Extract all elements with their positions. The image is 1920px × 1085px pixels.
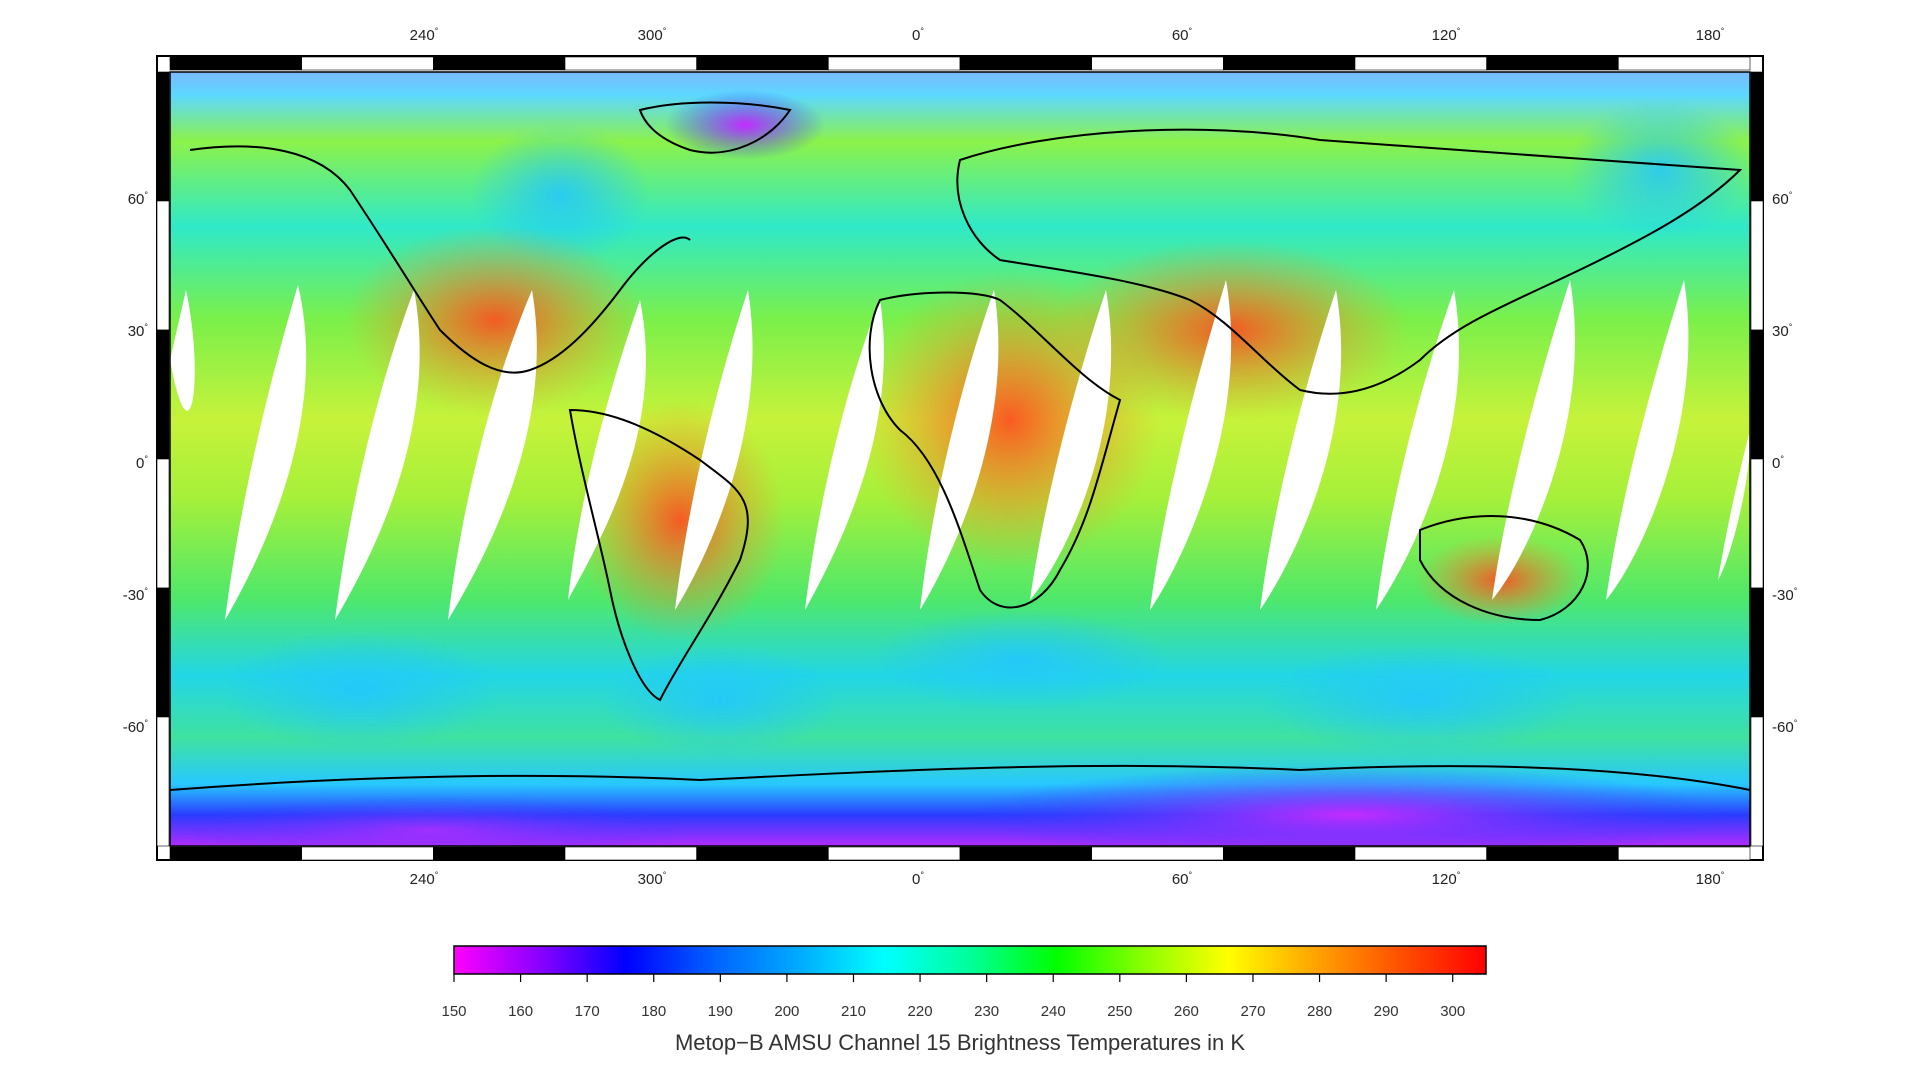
colorbar-tick-label: 290 — [1373, 1003, 1399, 1020]
border-band-lat — [156, 200, 170, 331]
border-band-lon — [1091, 846, 1224, 861]
colorbar-tick-label: 200 — [774, 1003, 800, 1020]
border-band-lat — [156, 587, 170, 718]
colorbar — [453, 945, 1487, 982]
border-band-lon — [959, 846, 1092, 861]
longitude-label-top: 60° — [1171, 26, 1193, 44]
graticule-border — [156, 56, 1764, 861]
border-band-lat — [1750, 71, 1764, 202]
border-band-lon — [1354, 846, 1487, 861]
latitude-label-left: 0° — [136, 454, 148, 472]
border-band-lon — [696, 846, 829, 861]
latitude-label-right: -60° — [1772, 718, 1798, 736]
border-band-lon — [959, 56, 1092, 71]
border-band-lat — [156, 71, 170, 202]
border-band-lon — [1618, 56, 1751, 71]
border-band-lon — [696, 56, 829, 71]
latitude-label-right: 60° — [1772, 190, 1793, 208]
border-band-lon — [1486, 56, 1619, 71]
colorbar-ticks — [453, 974, 1454, 982]
border-band-lon — [828, 56, 961, 71]
colorbar-title: Metop−B AMSU Channel 15 Brightness Tempe… — [674, 1030, 1246, 1055]
border-band-lat — [156, 458, 170, 589]
border-band-lat — [1750, 458, 1764, 589]
border-band-lon — [301, 56, 434, 71]
longitude-label-bottom: 240° — [409, 870, 439, 888]
latitude-label-left: -30° — [122, 586, 148, 604]
border-band-lon — [1618, 846, 1751, 861]
longitude-label-bottom: 180° — [1695, 870, 1725, 888]
border-band-lat — [1750, 329, 1764, 460]
colorbar-tick-label: 210 — [840, 1003, 866, 1020]
latitude-label-left: 60° — [127, 190, 148, 208]
colorbar-tick-label: 150 — [441, 1003, 467, 1020]
border-band-lon — [1486, 846, 1619, 861]
colorbar-tick-label: 250 — [1107, 1003, 1133, 1020]
longitude-label-top: 0° — [912, 26, 924, 44]
colorbar-tick-label: 300 — [1440, 1003, 1466, 1020]
border-band-lat — [1750, 200, 1764, 331]
border-band-lat — [156, 716, 170, 847]
border-band-lon — [169, 846, 302, 861]
colorbar-tick-label: 260 — [1173, 1003, 1199, 1020]
longitude-label-bottom: 0° — [912, 870, 924, 888]
colorbar-tick-label: 230 — [974, 1003, 1000, 1020]
longitude-label-bottom: 300° — [637, 870, 667, 888]
colorbar-tick-label: 190 — [707, 1003, 733, 1020]
colorbar-tick-label: 280 — [1307, 1003, 1333, 1020]
longitude-label-top: 180° — [1695, 26, 1725, 44]
border-band-lon — [433, 846, 566, 861]
border-band-lon — [1223, 56, 1356, 71]
longitude-label-bottom: 120° — [1431, 870, 1461, 888]
latitude-label-left: 30° — [127, 322, 148, 340]
latitude-label-right: 0° — [1772, 454, 1784, 472]
temperature-field — [170, 72, 1750, 846]
border-band-lon — [564, 56, 697, 71]
longitude-label-top: 300° — [637, 26, 667, 44]
colorbar-tick-label: 220 — [907, 1003, 933, 1020]
border-band-lon — [564, 846, 697, 861]
colorbar-tick-label: 240 — [1040, 1003, 1066, 1020]
border-band-lon — [169, 56, 302, 71]
longitude-label-bottom: 60° — [1171, 870, 1193, 888]
colorbar-tick-label: 180 — [641, 1003, 667, 1020]
longitude-label-top: 120° — [1431, 26, 1461, 44]
coastlines — [170, 101, 1750, 791]
border-band-lon — [1091, 56, 1224, 71]
border-band-lon — [1223, 846, 1356, 861]
latitude-label-right: -30° — [1772, 586, 1798, 604]
border-band-lat — [156, 329, 170, 460]
border-band-lon — [1354, 56, 1487, 71]
latitude-label-right: 30° — [1772, 322, 1793, 340]
border-band-lon — [301, 846, 434, 861]
colorbar-tick-label: 270 — [1240, 1003, 1266, 1020]
colorbar-tick-label: 170 — [574, 1003, 600, 1020]
border-band-lat — [1750, 716, 1764, 847]
latitude-label-left: -60° — [122, 718, 148, 736]
border-band-lon — [828, 846, 961, 861]
border-band-lat — [1750, 587, 1764, 718]
longitude-label-top: 240° — [409, 26, 439, 44]
colorbar-tick-label: 160 — [508, 1003, 534, 1020]
colorbar-gradient — [453, 945, 1487, 975]
border-band-lon — [433, 56, 566, 71]
